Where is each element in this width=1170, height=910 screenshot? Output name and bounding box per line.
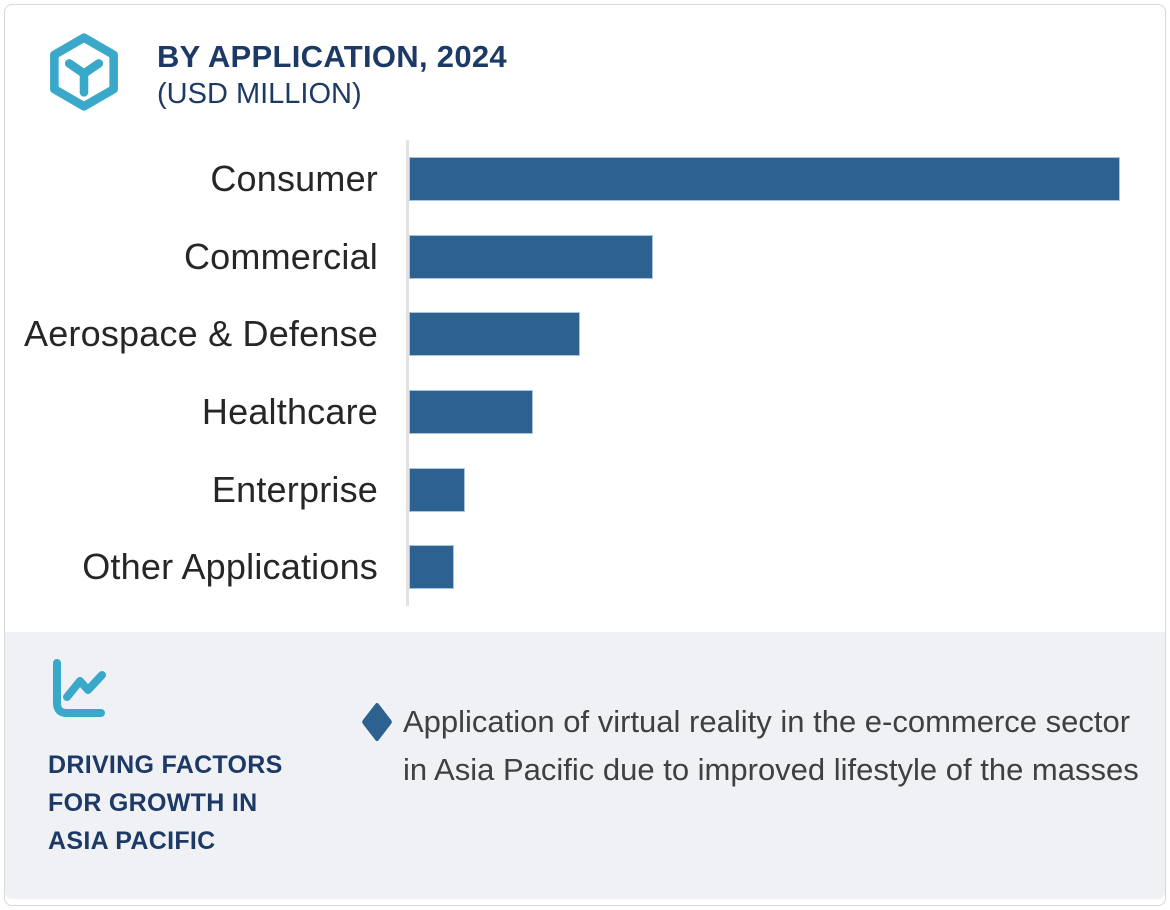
heading-line-1: DRIVING FACTORS [48, 751, 283, 779]
heading-line-2: FOR GROWTH IN [48, 789, 258, 817]
bar-track [409, 545, 1170, 590]
hexagon-cube-icon [50, 33, 118, 111]
diamond-bullet-icon [361, 701, 393, 743]
chart-axis [406, 140, 409, 606]
chart-row: Aerospace & Defense [0, 295, 1170, 373]
chart-titles: BY APPLICATION, 2024 (USD MILLION) [157, 32, 507, 112]
bar [409, 312, 581, 357]
bar-track [409, 156, 1170, 201]
chart-row: Consumer [0, 140, 1170, 218]
driving-factor-text: Application of virtual reality in the e-… [403, 704, 1139, 787]
chart-row: Healthcare [0, 373, 1170, 451]
chart-row: Commercial [0, 218, 1170, 296]
category-label: Commercial [183, 235, 378, 277]
bar-rows: Consumer Commercial Aerospace & Defense Hea… [0, 140, 1170, 606]
bar [409, 545, 454, 590]
bar-track [409, 389, 1170, 434]
line-chart-icon [53, 659, 106, 717]
bar [409, 389, 534, 434]
bar [409, 156, 1120, 201]
chart-title: BY APPLICATION, 2024 [157, 39, 507, 74]
driving-factor-item: Application of virtual reality in the e-… [361, 698, 1152, 794]
bar-track [409, 234, 1170, 279]
category-label: Healthcare [201, 390, 378, 432]
heading-line-3: ASIA PACIFIC [48, 827, 216, 855]
category-label: Consumer [210, 157, 378, 199]
driving-factors-heading: DRIVING FACTORS FOR GROWTH IN ASIA PACIF… [48, 746, 283, 860]
chart-header: BY APPLICATION, 2024 (USD MILLION) [45, 32, 507, 112]
category-label: Aerospace & Defense [23, 313, 378, 355]
category-label: Other Applications [82, 546, 378, 588]
bar [409, 467, 466, 512]
chart-row: Other Applications [0, 528, 1170, 606]
bar-track [409, 467, 1170, 512]
category-label: Enterprise [211, 468, 378, 510]
bar [409, 234, 653, 279]
bar-track [409, 312, 1170, 357]
driving-factors-panel: DRIVING FACTORS FOR GROWTH IN ASIA PACIF… [5, 632, 1165, 899]
chart-subtitle: (USD MILLION) [157, 78, 362, 110]
chart-row: Enterprise [0, 451, 1170, 529]
bar-chart: Consumer Commercial Aerospace & Defense Hea… [0, 140, 1170, 608]
